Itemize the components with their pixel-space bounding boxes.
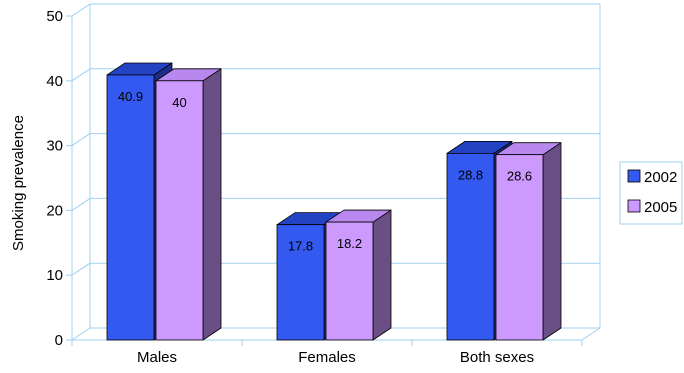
y-tick-label: 10 xyxy=(46,267,63,284)
legend-label: 2005 xyxy=(644,199,677,216)
gridline-diagonal xyxy=(71,197,91,211)
data-label: 17.8 xyxy=(288,239,313,254)
data-labels: 40.9 40 17.8 18.2 28.8 28.6 xyxy=(118,89,532,254)
bar xyxy=(276,224,325,341)
y-tick-label: 0 xyxy=(55,332,63,349)
data-label: 28.6 xyxy=(507,169,532,184)
gridline-diagonal xyxy=(71,327,91,341)
floor-right-edge xyxy=(581,327,601,341)
y-tick-label: 50 xyxy=(46,8,63,25)
y-tick-label: 20 xyxy=(46,202,63,219)
x-tick-label: Females xyxy=(298,349,356,366)
legend-swatch xyxy=(627,199,641,213)
bar xyxy=(325,221,374,341)
data-label: 40 xyxy=(172,95,186,110)
x-tick-label: Both sexes xyxy=(460,349,534,366)
bars xyxy=(106,62,562,341)
bar-side xyxy=(372,209,392,341)
data-label: 18.2 xyxy=(337,236,362,251)
legend-swatch xyxy=(627,169,641,183)
bar xyxy=(446,152,495,341)
gridline-diagonal xyxy=(71,68,91,82)
y-axis-title: Smoking prevalence xyxy=(10,115,27,251)
data-label: 28.8 xyxy=(458,167,483,182)
bar-side xyxy=(542,142,562,341)
y-tick-label: 40 xyxy=(46,73,63,90)
x-tick-label: Males xyxy=(137,349,177,366)
gridline-diagonal xyxy=(71,262,91,276)
gridline-diagonal xyxy=(71,3,91,17)
bar xyxy=(155,80,204,341)
bar xyxy=(495,154,544,341)
legend: 2002 2005 xyxy=(619,161,683,225)
bar-side xyxy=(202,68,222,341)
bar xyxy=(106,74,155,341)
legend-label: 2002 xyxy=(644,169,677,186)
data-label: 40.9 xyxy=(118,89,143,104)
y-tick-label: 30 xyxy=(46,138,63,155)
gridline-diagonal xyxy=(71,133,91,147)
